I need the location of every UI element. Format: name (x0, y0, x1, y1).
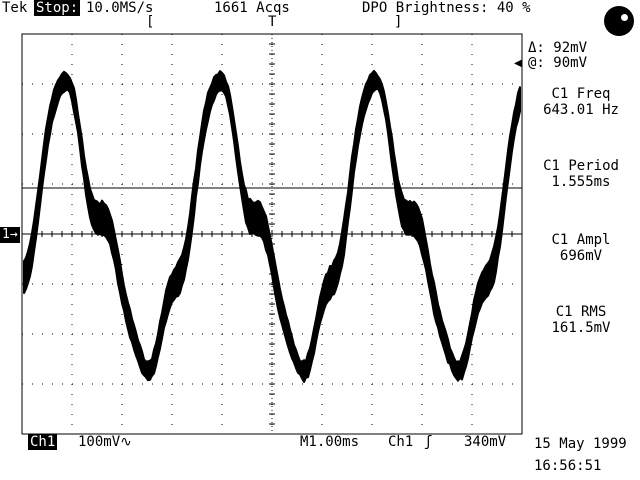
channel-badge[interactable]: Ch1 (28, 434, 58, 450)
brand-label: Tek (2, 0, 28, 16)
acquisition-count: 1661 Acqs (214, 0, 290, 16)
volts-per-div: 100mV∿ (78, 434, 132, 450)
ch1-ground-marker[interactable]: 1→ (0, 227, 20, 243)
date: 15 May 1999 (534, 436, 627, 452)
trigger-slope-icon: ʃ (424, 434, 433, 450)
cursor-delta-readout: Δ: 92mV (528, 40, 588, 56)
rms-value: 161.5mV (551, 320, 611, 336)
ampl-value: 696mV (559, 248, 603, 264)
trigger-position-marker[interactable]: T (268, 14, 277, 30)
cursor-at-readout: @: 90mV (528, 55, 588, 71)
dpo-brightness: DPO Brightness: 40 % (362, 0, 531, 16)
rms-label: C1 RMS (555, 304, 607, 320)
freq-label: C1 Freq (551, 86, 611, 102)
trigger-level: 340mV (464, 434, 507, 450)
period-value: 1.555ms (551, 174, 611, 190)
freq-value: 643.01 Hz (543, 102, 619, 118)
record-bracket-right: ] (394, 14, 403, 30)
sample-rate: 10.0MS/s (86, 0, 154, 16)
run-state-badge[interactable]: Stop: (34, 0, 81, 16)
cursor-active-icon: ◀ (514, 55, 523, 71)
period-label: C1 Period (543, 158, 619, 174)
timebase: M1.00ms (300, 434, 360, 450)
record-bracket-left: [ (146, 14, 155, 30)
trigger-channel: Ch1 (388, 434, 414, 450)
waveform-trace (23, 69, 521, 383)
knob-icon[interactable] (604, 6, 634, 36)
time: 16:56:51 (534, 458, 602, 474)
ampl-label: C1 Ampl (551, 232, 611, 248)
